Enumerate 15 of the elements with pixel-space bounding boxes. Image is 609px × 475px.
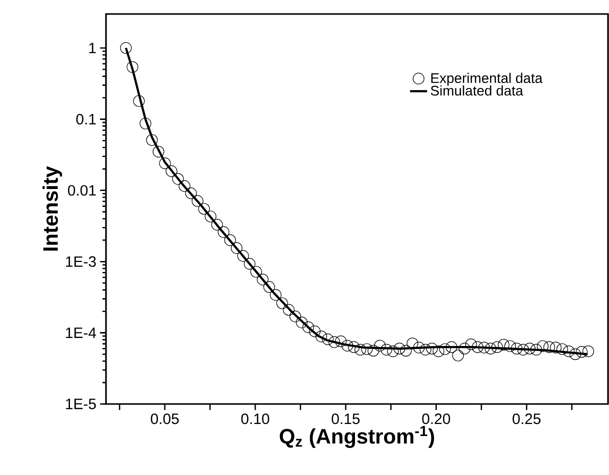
legend-label: Experimental data	[431, 72, 543, 86]
y-tick-label: 1E-4	[66, 328, 96, 338]
x-tick-label: 0.10	[241, 414, 270, 424]
y-axis-title: Intensity	[42, 166, 62, 251]
x-tick-label: 0.05	[150, 414, 179, 424]
x-tick-label: 0.20	[422, 414, 450, 424]
legend-label: Simulated data	[430, 85, 524, 96]
x-tick-label: 0.15	[332, 414, 360, 424]
y-tick-label: 1	[89, 42, 96, 54]
y-tick-label: 0.01	[68, 185, 96, 196]
y-tick-label: 1E-3	[66, 256, 96, 267]
y-tick-label: 1E-5	[66, 398, 96, 410]
y-tick-label: 0.1	[76, 114, 96, 124]
x-axis-title: Q$_{z}$ (Angstrom$^{-1}$)	[280, 426, 434, 448]
x-tick-label: 0.25	[512, 414, 541, 424]
